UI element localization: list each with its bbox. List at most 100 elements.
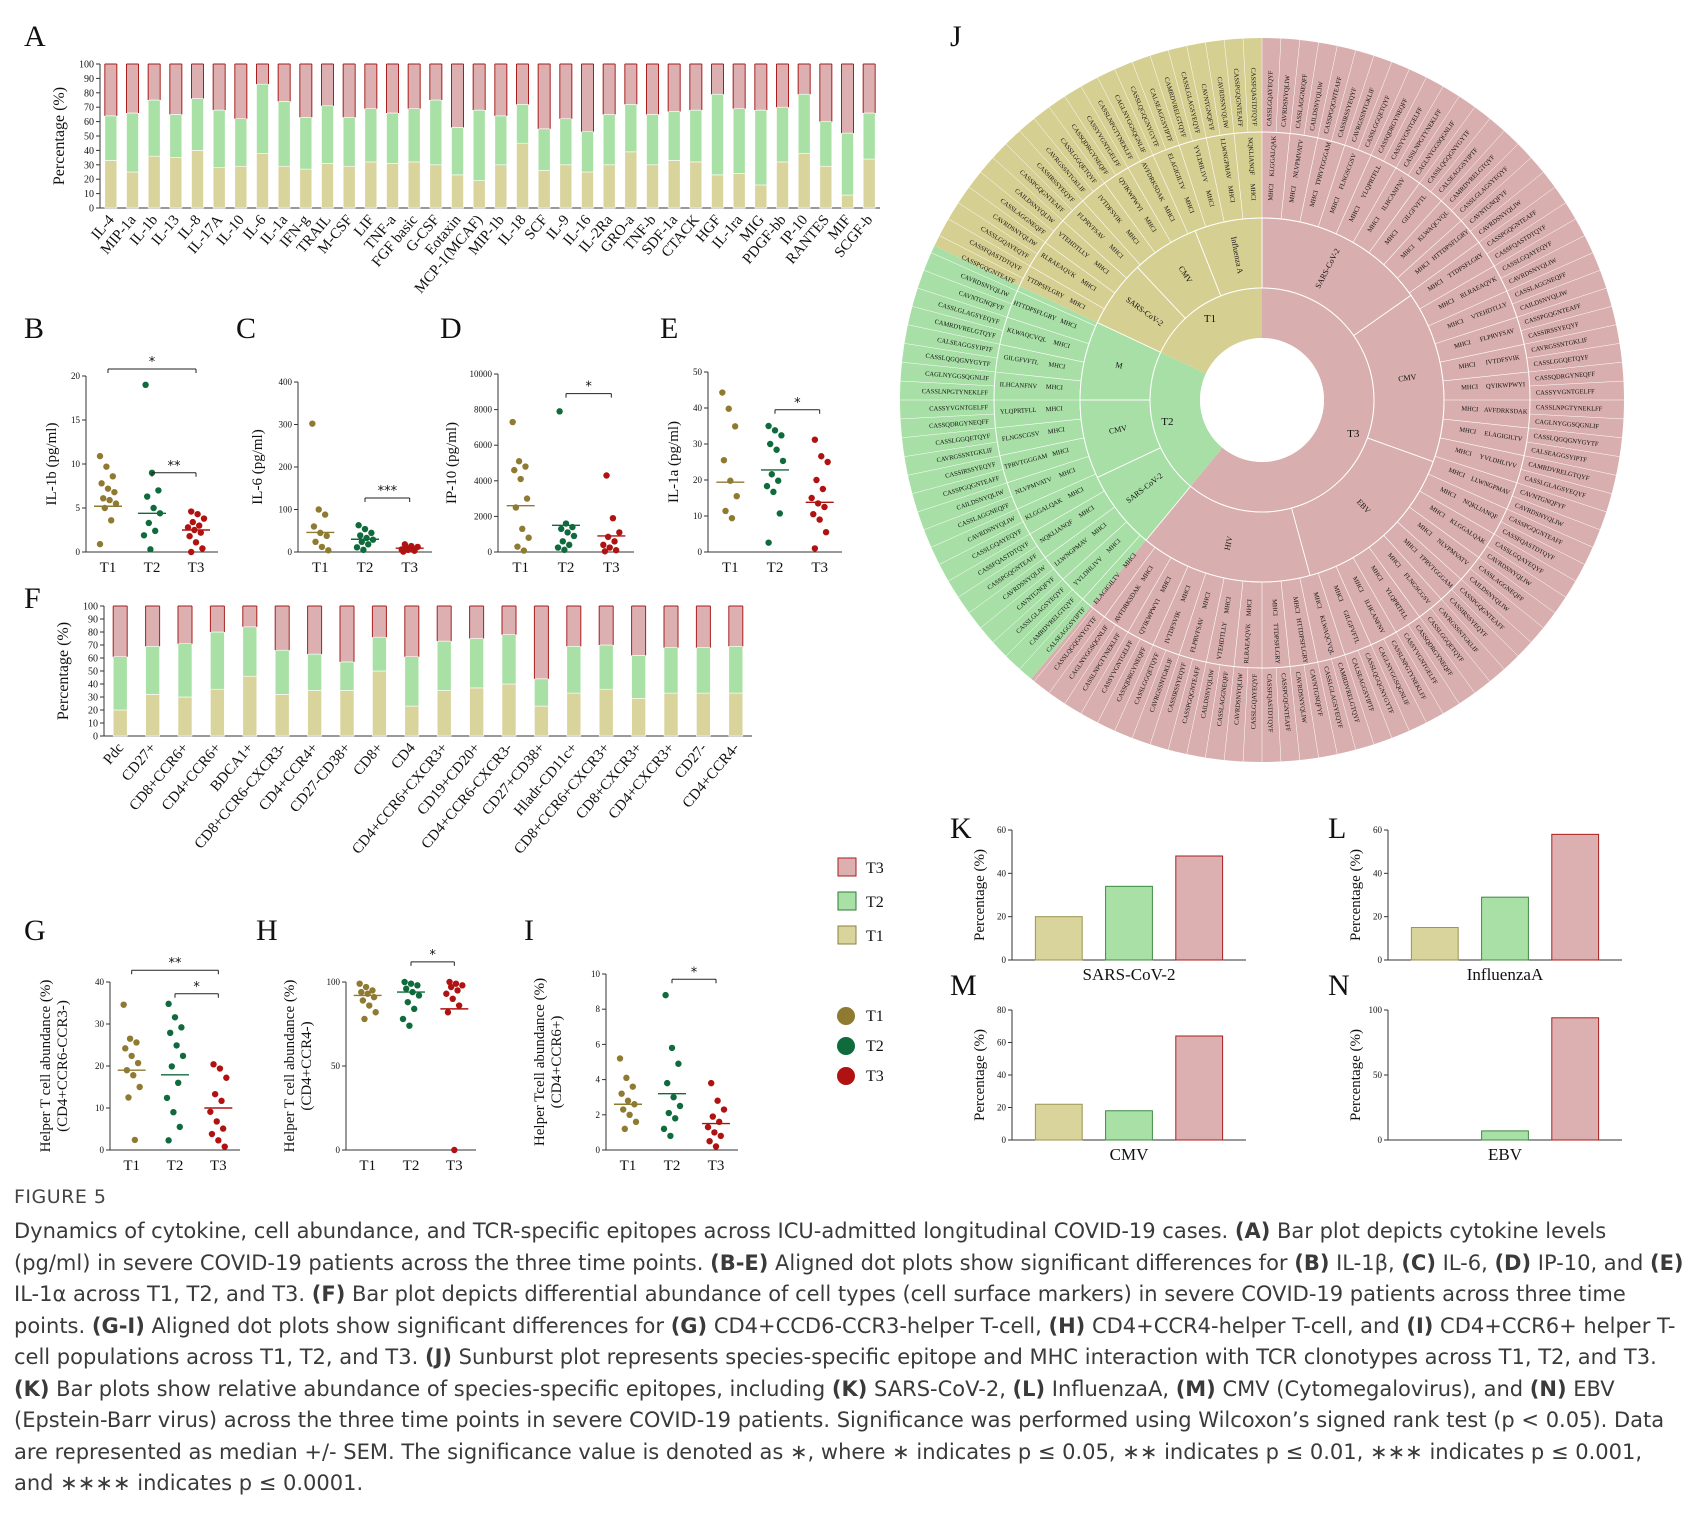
- data-point-t1: [632, 1118, 640, 1126]
- bar-segment-t1: [566, 692, 582, 737]
- sunburst-mhc-label: MHCI: [1267, 184, 1275, 201]
- caption-run: CMV (Cytomegalovirus), and: [1215, 1376, 1530, 1401]
- bar-segment-t2: [516, 104, 529, 144]
- data-point-t2: [145, 519, 152, 527]
- y-axis-label: (CD4+CCR4-): [299, 1021, 315, 1110]
- data-point-t2: [670, 1094, 677, 1101]
- caption-run: Aligned dot plots show significant diffe…: [768, 1250, 1295, 1275]
- data-point-t2: [360, 546, 367, 554]
- data-point-t3: [810, 511, 817, 518]
- y-tick-label: 20: [997, 912, 1007, 922]
- bar-segment-t1: [112, 709, 128, 737]
- sunburst-spoke: [931, 508, 1018, 548]
- data-point-t1: [130, 1072, 137, 1079]
- panel-letter-a: A: [24, 20, 46, 53]
- y-tick-label: 50: [1373, 1070, 1383, 1080]
- bar-segment-t3: [429, 63, 443, 101]
- sunburst-spoke: [1409, 242, 1479, 294]
- y-tick-label: 6000: [474, 440, 493, 450]
- sunburst-mhc-label: MHCI: [1270, 599, 1278, 616]
- bar-segment-t2: [177, 643, 193, 698]
- data-point-t1: [310, 523, 318, 530]
- sunburst-spoke: [1132, 650, 1167, 739]
- sunburst-spoke: [1524, 324, 1617, 345]
- sunburst-spoke: [1132, 61, 1167, 150]
- sunburst-spoke: [1317, 145, 1346, 228]
- sunburst-epitope-label: NQKLIANQF: [1246, 137, 1255, 176]
- sunburst-spoke: [1460, 157, 1532, 221]
- sunburst-spoke: [968, 557, 1046, 613]
- y-tick-label: 50: [84, 132, 94, 143]
- sunburst-cdr3-label: CASSLNPGTYNEKLFF: [922, 388, 989, 397]
- y-tick-label: 90: [84, 74, 94, 85]
- bar-segment-t3: [776, 63, 789, 108]
- sunburst-spoke: [1007, 316, 1090, 345]
- data-point-t1: [629, 1083, 636, 1090]
- sunburst-spoke: [1097, 77, 1141, 162]
- data-point-t1: [96, 540, 104, 548]
- caption-panel-ref: (E): [1649, 1250, 1684, 1275]
- data-point-t2: [358, 538, 365, 545]
- sunburst-spoke: [1178, 572, 1207, 655]
- data-point-t1: [626, 1111, 633, 1119]
- x-tick-label: T2: [767, 560, 784, 576]
- y-axis-label: IL-6 (pg/ml): [250, 429, 266, 504]
- data-point-t3: [194, 510, 201, 518]
- bar-segment-t2: [581, 131, 594, 173]
- x-tick-label: T3: [446, 1158, 463, 1174]
- sunburst-spoke: [1080, 631, 1129, 714]
- bar-segment-t2: [663, 647, 679, 694]
- sunburst-spoke: [1114, 644, 1154, 731]
- data-point-t3: [446, 978, 453, 986]
- bar-segment-t1: [841, 194, 854, 209]
- bar-segment-t3: [663, 605, 679, 648]
- bar-segment-t3: [234, 63, 248, 120]
- y-tick-label: 40: [88, 680, 98, 691]
- sunburst-spoke: [1019, 598, 1083, 670]
- sunburst-mhc-label: MHCI: [1046, 384, 1063, 392]
- data-point-t3: [611, 538, 618, 545]
- sunburst-spoke: [1104, 547, 1156, 617]
- bar-segment-t2: [598, 644, 614, 690]
- sunburst-mhc-label: MHCI: [1461, 384, 1478, 392]
- sunburst-spoke: [1409, 506, 1479, 558]
- bar-segment-t2: [451, 127, 464, 176]
- sunburst-spoke: [1242, 667, 1249, 762]
- data-point-t1: [514, 543, 521, 550]
- data-point-t3: [213, 1118, 220, 1125]
- sunburst-spoke: [1434, 455, 1517, 484]
- data-point-t1: [125, 1094, 132, 1101]
- sunburst-spoke: [1303, 664, 1319, 758]
- legend-bars: T3 T2 T1: [837, 857, 884, 945]
- bar-segment-t3: [210, 605, 225, 633]
- sunburst-spoke: [1451, 589, 1519, 657]
- data-point-t1: [356, 980, 363, 987]
- data-point-t2: [142, 381, 149, 388]
- x-tick-label: T3: [210, 1158, 227, 1174]
- panel-letter-i: I: [524, 914, 534, 947]
- sunburst-cdr3-label: CASSPGQGNTEAFF: [1280, 673, 1292, 732]
- bar-segment-t3: [126, 63, 139, 114]
- data-point-t3: [411, 547, 418, 554]
- sunburst-spoke: [1434, 316, 1517, 345]
- caption-panel-ref: (A): [1234, 1219, 1271, 1243]
- sunburst-spoke: [1186, 45, 1207, 138]
- bar-segment-t3: [436, 605, 452, 642]
- bar-segment-t3: [624, 63, 638, 105]
- y-tick-label: 10: [591, 969, 601, 979]
- data-point-t3: [824, 458, 831, 466]
- sunburst-spoke: [1430, 608, 1491, 682]
- y-tick-label: 40: [95, 977, 105, 987]
- bar-segment-t1: [472, 180, 486, 209]
- y-tick-label: 10000: [470, 369, 493, 379]
- data-point-t1: [136, 1083, 143, 1091]
- x-tick-label: CD4: [388, 740, 419, 772]
- bar-segment-t3: [819, 63, 833, 122]
- bar-segment-t3: [797, 63, 811, 95]
- y-tick-label: 60: [88, 654, 98, 665]
- x-tick-label: CD8+: [351, 740, 387, 778]
- y-axis-label: IL-1a (pg/ml): [666, 421, 682, 503]
- y-tick-label: 80: [997, 1005, 1007, 1015]
- data-point-t3: [813, 476, 820, 484]
- data-point-t1: [323, 532, 330, 540]
